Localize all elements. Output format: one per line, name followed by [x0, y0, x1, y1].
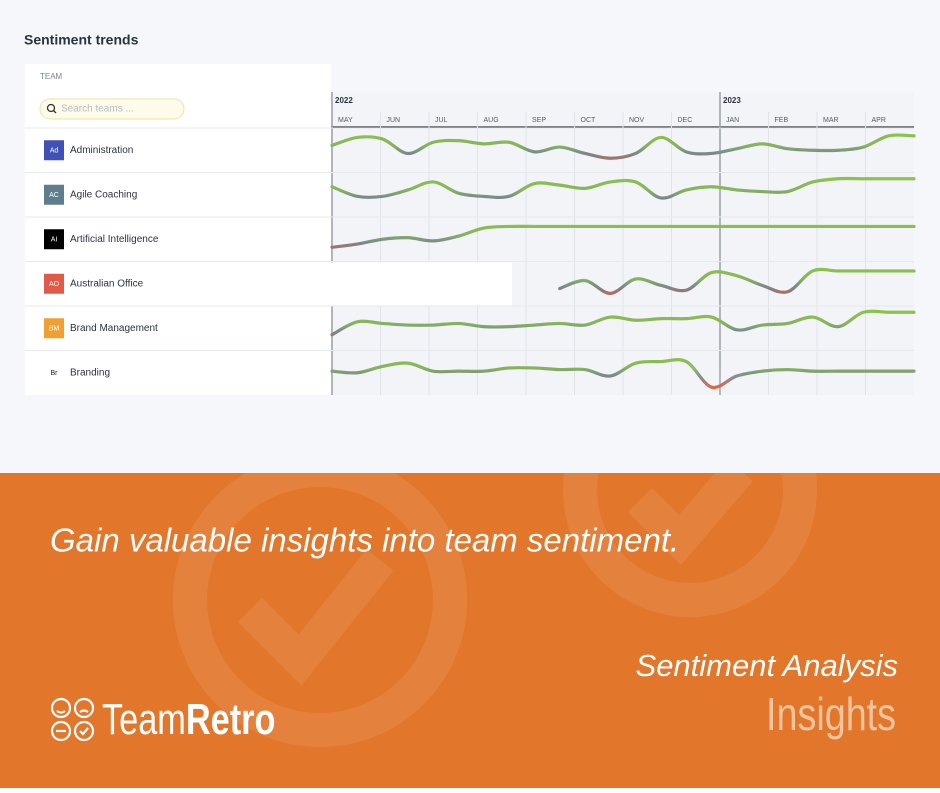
avatar-initials: AC	[49, 192, 59, 199]
year-label: 2022	[335, 96, 353, 105]
team-name[interactable]: Branding	[70, 367, 110, 378]
month-label: MAY	[338, 117, 353, 124]
avatar	[44, 318, 64, 339]
month-label: DEC	[678, 117, 693, 124]
banner-bg	[0, 473, 940, 788]
avatar	[44, 140, 64, 161]
sentiment-line	[330, 176, 916, 200]
sentiment-line	[330, 358, 916, 390]
headline: Gain valuable insights into team sentime…	[50, 522, 679, 559]
product-name: Sentiment Analysis	[636, 648, 898, 683]
month-label: JUL	[435, 117, 448, 124]
year-label: 2023	[723, 96, 741, 105]
month-label: AUG	[484, 117, 499, 124]
sentiment-line	[330, 224, 916, 249]
month-label: FEB	[775, 117, 789, 124]
avatar	[44, 229, 64, 250]
logo-text: TeamRetro	[102, 696, 275, 745]
sentiment-line	[330, 133, 916, 160]
month-label: MAR	[823, 117, 839, 124]
avatar-initials: Br	[51, 370, 59, 377]
avatar-initials: BM	[49, 326, 60, 333]
month-label: JUN	[387, 117, 401, 124]
logo-icon	[50, 697, 95, 742]
search-icon	[53, 110, 57, 114]
team-name[interactable]: Brand Management	[70, 323, 158, 334]
month-label: SEP	[532, 117, 546, 124]
team-name[interactable]: Agile Coaching	[70, 189, 137, 200]
search-box[interactable]	[39, 98, 185, 120]
month-label: JAN	[726, 117, 739, 124]
watermark	[173, 363, 817, 747]
feature-name: Insights	[766, 689, 896, 740]
team-name[interactable]: Australian Office	[70, 278, 144, 289]
avatar-initials: AO	[49, 281, 60, 288]
logo-team: Team	[102, 696, 186, 745]
avatar	[44, 273, 64, 294]
row-gap	[331, 262, 512, 306]
team-name[interactable]: Artificial Intelligence	[70, 234, 159, 245]
month-label: APR	[872, 117, 886, 124]
team-header: TEAM	[40, 72, 63, 81]
search-icon	[46, 103, 56, 113]
month-label: NOV	[629, 117, 645, 124]
avatar-initials: Ad	[50, 148, 59, 155]
sentiment-line	[558, 267, 916, 295]
avatar	[44, 362, 64, 383]
month-label: OCT	[581, 117, 597, 124]
section-title: Sentiment trends	[24, 32, 139, 48]
search-placeholder: Search teams ...	[61, 104, 134, 115]
avatar-initials: AI	[51, 237, 58, 244]
sentiment-line	[330, 309, 916, 337]
avatar	[44, 184, 64, 205]
logo-retro: Retro	[186, 696, 276, 745]
team-name[interactable]: Administration	[70, 145, 133, 156]
